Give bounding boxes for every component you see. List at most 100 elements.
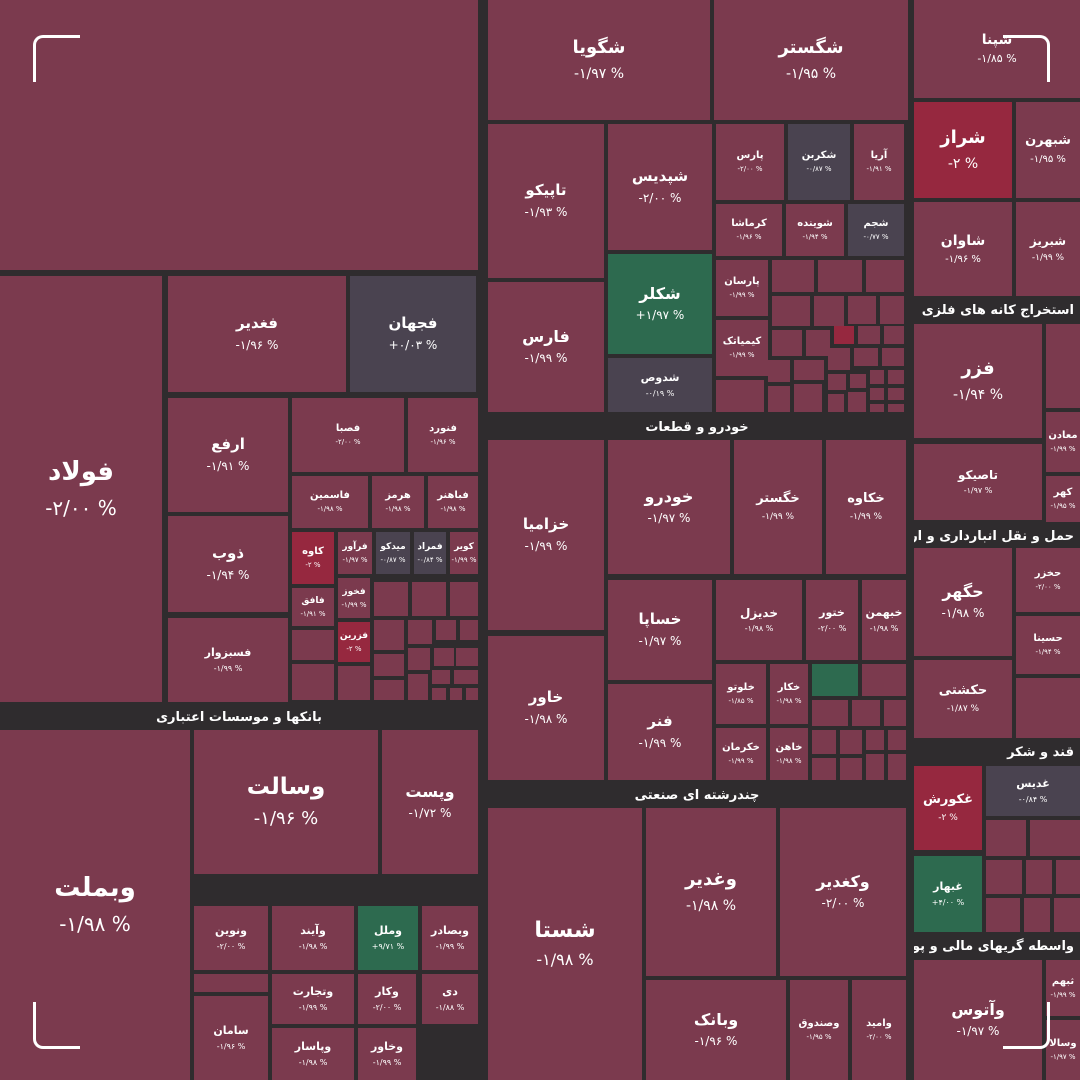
treemap-tile[interactable] bbox=[848, 392, 866, 412]
treemap-tile[interactable] bbox=[374, 654, 404, 676]
treemap-tile[interactable] bbox=[436, 620, 456, 640]
treemap-tile[interactable] bbox=[986, 820, 1026, 856]
treemap-tile[interactable]: فمراد -۰/۸۴ % bbox=[414, 532, 446, 574]
treemap-tile[interactable]: دی -۱/۸۸ % bbox=[422, 974, 478, 1024]
treemap-tile[interactable]: فنر -۱/۹۹ % bbox=[608, 684, 712, 780]
treemap-tile[interactable] bbox=[888, 754, 906, 780]
treemap-tile[interactable] bbox=[828, 374, 846, 390]
treemap-tile[interactable] bbox=[338, 666, 370, 700]
treemap-tile[interactable] bbox=[866, 730, 884, 750]
treemap-tile[interactable] bbox=[828, 394, 844, 412]
treemap-tile[interactable]: خکار -۱/۹۸ % bbox=[770, 664, 808, 724]
treemap-tile[interactable] bbox=[0, 0, 478, 270]
treemap-tile[interactable] bbox=[454, 670, 478, 684]
treemap-tile[interactable] bbox=[772, 296, 810, 326]
treemap-tile[interactable]: حگهر -۱/۹۸ % bbox=[914, 548, 1012, 656]
treemap-tile[interactable]: کهر -۱/۹۵ % bbox=[1046, 476, 1080, 522]
treemap-tile[interactable] bbox=[450, 688, 462, 700]
treemap-tile[interactable] bbox=[884, 700, 906, 726]
treemap-tile[interactable]: ونوین -۲/۰۰ % bbox=[194, 906, 268, 970]
treemap-tile[interactable]: تاصیکو -۱/۹۷ % bbox=[914, 444, 1042, 520]
treemap-tile[interactable] bbox=[854, 348, 878, 366]
treemap-tile[interactable] bbox=[986, 898, 1020, 932]
treemap-tile[interactable] bbox=[794, 384, 822, 412]
treemap-tile[interactable]: فخوز -۱/۹۹ % bbox=[338, 578, 370, 618]
treemap-tile[interactable]: خبهمن -۱/۹۸ % bbox=[862, 580, 906, 660]
treemap-tile[interactable] bbox=[412, 582, 446, 616]
treemap-tile[interactable] bbox=[858, 326, 880, 344]
treemap-tile[interactable] bbox=[1024, 898, 1050, 932]
treemap-tile[interactable]: ارفع -۱/۹۱ % bbox=[168, 398, 288, 512]
treemap-tile[interactable]: وکغدیر -۲/۰۰ % bbox=[780, 808, 906, 976]
treemap-tile[interactable] bbox=[768, 386, 790, 412]
treemap-tile[interactable]: حکشتی -۱/۸۷ % bbox=[914, 660, 1012, 738]
treemap-tile[interactable] bbox=[840, 730, 862, 754]
treemap-tile[interactable]: وسالا -۱/۹۷ % bbox=[1046, 1020, 1080, 1080]
treemap-tile[interactable] bbox=[888, 388, 904, 400]
treemap-tile[interactable]: پارس -۲/۰۰ % bbox=[716, 124, 784, 200]
treemap-tile[interactable]: معادن -۱/۹۹ % bbox=[1046, 412, 1080, 472]
treemap-tile[interactable] bbox=[812, 758, 836, 780]
treemap-tile[interactable]: فباهنر -۱/۹۸ % bbox=[428, 476, 478, 528]
treemap-tile[interactable] bbox=[870, 388, 884, 400]
treemap-tile[interactable] bbox=[812, 664, 858, 696]
treemap-tile[interactable]: خساپا -۱/۹۷ % bbox=[608, 580, 712, 680]
treemap-tile[interactable] bbox=[374, 680, 404, 700]
treemap-tile[interactable]: شراز -۲ % bbox=[914, 102, 1012, 198]
treemap-tile[interactable]: وآتوس -۱/۹۷ % bbox=[914, 960, 1042, 1080]
treemap-tile[interactable] bbox=[194, 974, 268, 992]
treemap-tile[interactable]: خگستر -۱/۹۹ % bbox=[734, 440, 822, 574]
treemap-tile[interactable] bbox=[812, 730, 836, 754]
treemap-tile[interactable]: کویر -۱/۹۹ % bbox=[450, 532, 478, 574]
treemap-tile[interactable]: وغدیر -۱/۹۸ % bbox=[646, 808, 776, 976]
treemap-tile[interactable] bbox=[434, 648, 454, 666]
treemap-tile[interactable] bbox=[888, 370, 904, 384]
treemap-tile[interactable] bbox=[870, 404, 884, 412]
treemap-tile[interactable]: وآیند -۱/۹۸ % bbox=[272, 906, 354, 970]
treemap-tile[interactable]: حسینا -۱/۹۴ % bbox=[1016, 616, 1080, 674]
treemap-tile[interactable] bbox=[850, 374, 866, 388]
treemap-tile[interactable] bbox=[1016, 678, 1080, 738]
treemap-tile[interactable] bbox=[768, 360, 790, 382]
treemap-tile[interactable]: خکرمان -۱/۹۹ % bbox=[716, 728, 766, 780]
treemap-tile[interactable]: فارس -۱/۹۹ % bbox=[488, 282, 604, 412]
treemap-tile[interactable] bbox=[1026, 860, 1052, 894]
treemap-tile[interactable]: وصندوق -۱/۹۵ % bbox=[790, 980, 848, 1080]
treemap-tile[interactable]: سامان -۱/۹۶ % bbox=[194, 996, 268, 1080]
treemap-tile[interactable] bbox=[1056, 860, 1080, 894]
treemap-tile[interactable] bbox=[772, 330, 802, 356]
treemap-tile[interactable] bbox=[772, 260, 814, 292]
treemap-tile[interactable]: وملل +۹/۷۱ % bbox=[358, 906, 418, 970]
treemap-tile[interactable] bbox=[460, 620, 478, 640]
treemap-tile[interactable] bbox=[432, 670, 450, 684]
treemap-tile[interactable] bbox=[292, 630, 334, 660]
treemap-tile[interactable]: شدوص -۰/۱۹ % bbox=[608, 358, 712, 412]
treemap-tile[interactable] bbox=[408, 674, 428, 700]
treemap-tile[interactable]: خلوتو -۱/۸۵ % bbox=[716, 664, 766, 724]
treemap-tile[interactable]: خاور -۱/۹۸ % bbox=[488, 636, 604, 780]
treemap-tile[interactable]: وسالت -۱/۹۶ % bbox=[194, 730, 378, 874]
treemap-tile[interactable]: فزر -۱/۹۴ % bbox=[914, 324, 1042, 438]
treemap-tile[interactable]: غبهار +۴/۰۰ % bbox=[914, 856, 982, 932]
treemap-tile[interactable] bbox=[466, 688, 478, 700]
treemap-tile[interactable]: ثبهم -۱/۹۹ % bbox=[1046, 960, 1080, 1016]
treemap-tile[interactable] bbox=[408, 648, 430, 670]
treemap-tile[interactable]: خکاوه -۱/۹۹ % bbox=[826, 440, 906, 574]
treemap-tile[interactable] bbox=[408, 620, 432, 644]
treemap-tile[interactable]: وبصادر -۱/۹۹ % bbox=[422, 906, 478, 970]
treemap-tile[interactable]: میدکو -۰/۸۷ % bbox=[376, 532, 410, 574]
treemap-tile[interactable]: هرمز -۱/۹۸ % bbox=[372, 476, 424, 528]
treemap-tile[interactable] bbox=[840, 758, 862, 780]
treemap-tile[interactable] bbox=[866, 754, 884, 780]
treemap-tile[interactable] bbox=[828, 348, 850, 370]
treemap-tile[interactable]: کیمیاتک -۱/۹۹ % bbox=[716, 320, 768, 376]
treemap-tile[interactable] bbox=[880, 296, 904, 324]
treemap-tile[interactable]: شاوان -۱/۹۶ % bbox=[914, 202, 1012, 296]
treemap-tile[interactable]: وپاسار -۱/۹۸ % bbox=[272, 1028, 354, 1080]
treemap-tile[interactable]: فزرین -۲ % bbox=[338, 622, 370, 662]
treemap-tile[interactable]: ختور -۲/۰۰ % bbox=[806, 580, 858, 660]
treemap-tile[interactable] bbox=[818, 260, 862, 292]
treemap-tile[interactable]: وخاور -۱/۹۹ % bbox=[358, 1028, 416, 1080]
treemap-tile[interactable]: خاهن -۱/۹۸ % bbox=[770, 728, 808, 780]
treemap-tile[interactable]: فاسمین -۱/۹۸ % bbox=[292, 476, 368, 528]
